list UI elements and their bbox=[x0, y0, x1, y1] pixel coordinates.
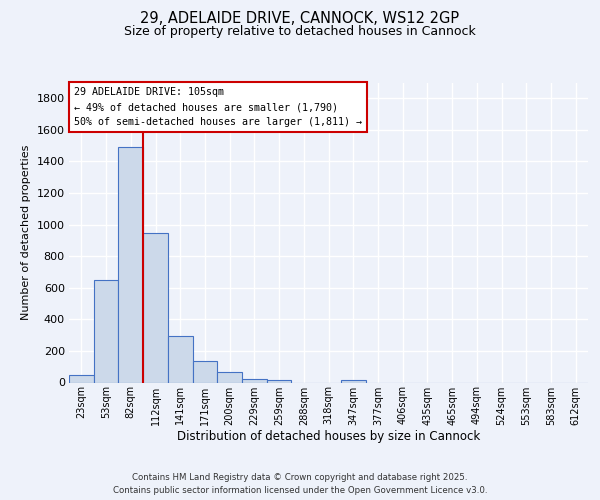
Text: Size of property relative to detached houses in Cannock: Size of property relative to detached ho… bbox=[124, 25, 476, 38]
Bar bbox=[341, 380, 365, 382]
Text: 29 ADELAIDE DRIVE: 105sqm
← 49% of detached houses are smaller (1,790)
50% of se: 29 ADELAIDE DRIVE: 105sqm ← 49% of detac… bbox=[74, 87, 362, 127]
Bar bbox=[69, 374, 94, 382]
X-axis label: Distribution of detached houses by size in Cannock: Distribution of detached houses by size … bbox=[177, 430, 480, 443]
Bar bbox=[267, 380, 292, 382]
Bar bbox=[118, 147, 143, 382]
Text: 29, ADELAIDE DRIVE, CANNOCK, WS12 2GP: 29, ADELAIDE DRIVE, CANNOCK, WS12 2GP bbox=[140, 11, 460, 26]
Bar bbox=[217, 372, 242, 382]
Bar bbox=[143, 232, 168, 382]
Bar bbox=[94, 280, 118, 382]
Bar bbox=[168, 336, 193, 382]
Text: Contains HM Land Registry data © Crown copyright and database right 2025.
Contai: Contains HM Land Registry data © Crown c… bbox=[113, 474, 487, 495]
Y-axis label: Number of detached properties: Number of detached properties bbox=[21, 145, 31, 320]
Bar bbox=[242, 380, 267, 382]
Bar bbox=[193, 361, 217, 382]
